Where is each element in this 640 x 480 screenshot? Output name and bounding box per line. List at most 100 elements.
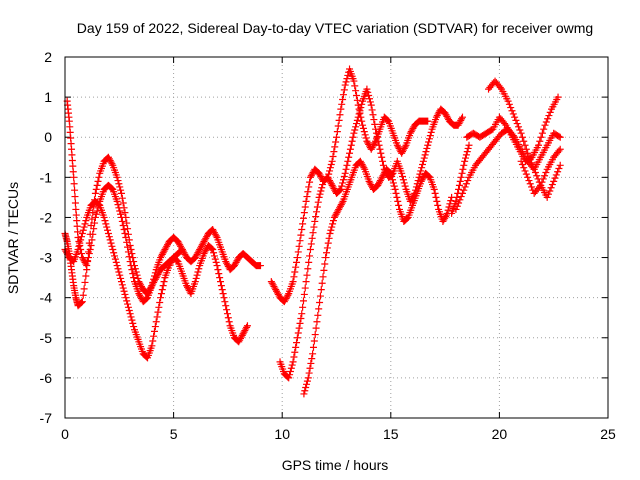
- data-point: [432, 193, 440, 201]
- data-point: [313, 203, 321, 211]
- data-point: [308, 234, 316, 242]
- data-point: [314, 311, 322, 319]
- series-track-3: [61, 197, 251, 362]
- data-point: [521, 141, 529, 149]
- data-point: [541, 172, 549, 180]
- tick-labels: 0 5 10 15 20 25 -7 -6 -5 -4 -3 -2 -1 0 1 2: [40, 49, 616, 442]
- x-tick-label: 0: [61, 426, 69, 442]
- data-point: [522, 170, 530, 178]
- data-point: [399, 173, 407, 181]
- data-point: [213, 262, 221, 270]
- data-point: [507, 104, 515, 112]
- data-point: [124, 300, 132, 308]
- data-point: [555, 147, 563, 155]
- data-point: [301, 387, 309, 395]
- data-point: [121, 209, 129, 217]
- data-point: [334, 122, 342, 130]
- data-point: [306, 178, 314, 186]
- data-point: [122, 234, 130, 241]
- data-point: [333, 128, 341, 136]
- data-point: [297, 315, 305, 323]
- data-point: [299, 297, 307, 305]
- data-point: [463, 148, 471, 156]
- data-point: [416, 170, 424, 178]
- data-point: [457, 173, 465, 181]
- data-point: [291, 268, 299, 276]
- data-point: [419, 157, 427, 165]
- data-point: [341, 81, 349, 89]
- data-point: [458, 113, 466, 121]
- data-point: [464, 177, 472, 185]
- data-point: [76, 239, 84, 247]
- data-point: [304, 188, 312, 196]
- data-point: [160, 278, 168, 286]
- data-point: [520, 137, 528, 145]
- data-point: [550, 177, 558, 185]
- data-point: [546, 108, 554, 116]
- data-point: [117, 186, 125, 194]
- x-tick-label: 20: [492, 426, 508, 442]
- data-point: [256, 262, 264, 270]
- data-point: [100, 213, 108, 221]
- data-point: [298, 225, 306, 233]
- x-tick-label: 10: [274, 426, 290, 442]
- data-point: [287, 364, 295, 372]
- data-point: [552, 171, 560, 179]
- data-point: [518, 160, 526, 168]
- data-point: [304, 265, 312, 273]
- data-point: [338, 182, 346, 190]
- data-point: [128, 316, 136, 324]
- data-point: [79, 226, 87, 234]
- data-point: [91, 219, 99, 227]
- data-point: [126, 310, 134, 318]
- data-point: [298, 310, 306, 318]
- data-point: [515, 123, 523, 131]
- data-point: [115, 268, 123, 276]
- data-point: [108, 160, 116, 168]
- data-point: [117, 189, 125, 197]
- data-point: [319, 181, 327, 189]
- data-point: [153, 313, 161, 321]
- data-point: [78, 298, 86, 306]
- data-point: [546, 187, 554, 195]
- data-point: [330, 148, 338, 156]
- data-point: [526, 180, 534, 188]
- data-point: [348, 137, 356, 145]
- data-point: [312, 324, 320, 332]
- data-point: [360, 128, 368, 136]
- data-point: [387, 169, 395, 177]
- series-track-11: [448, 141, 473, 217]
- data-point: [340, 173, 348, 181]
- data-point: [127, 262, 135, 270]
- data-point: [151, 323, 159, 331]
- data-point: [427, 128, 435, 136]
- data-point: [113, 197, 121, 205]
- data-point: [129, 319, 137, 327]
- data-point: [301, 284, 309, 292]
- data-point: [389, 176, 397, 184]
- data-point: [529, 162, 537, 170]
- data-point: [149, 278, 157, 286]
- data-point: [71, 193, 79, 201]
- data-point: [342, 165, 350, 173]
- data-point: [347, 141, 355, 149]
- y-tick-label: 0: [44, 129, 52, 145]
- data-point: [243, 322, 251, 330]
- data-point: [210, 252, 218, 260]
- data-point: [290, 353, 298, 361]
- data-point: [399, 176, 407, 184]
- data-point: [78, 229, 86, 237]
- data-point: [243, 323, 251, 331]
- data-point: [339, 96, 347, 104]
- data-point: [300, 390, 308, 398]
- data-point: [556, 145, 564, 153]
- data-point: [84, 258, 92, 266]
- data-point: [400, 179, 408, 187]
- data-point: [219, 290, 227, 298]
- data-point: [286, 367, 294, 375]
- data-point: [313, 318, 321, 326]
- data-point: [350, 77, 358, 85]
- data-point: [508, 107, 516, 115]
- data-point: [84, 254, 92, 262]
- data-point: [363, 85, 371, 93]
